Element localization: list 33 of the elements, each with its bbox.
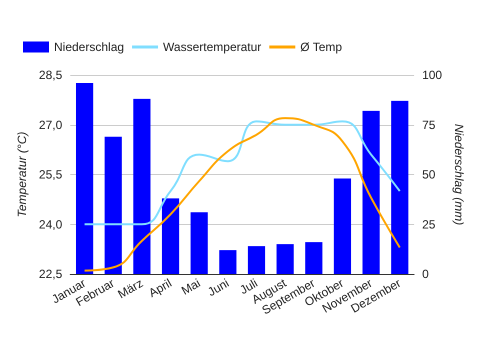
y-tick-label: 25,5 (38, 168, 63, 182)
x-tick-label: März (115, 276, 146, 302)
bar (334, 178, 352, 274)
bar (162, 198, 180, 274)
bar (219, 250, 236, 274)
line-series (84, 117, 401, 272)
y2-tick-label: 0 (422, 267, 430, 281)
legend-label: Ø Temp (300, 40, 342, 54)
legend-label: Niederschlag (54, 40, 124, 54)
x-tick-label: April (146, 276, 174, 300)
bar (76, 82, 94, 274)
bar (133, 98, 150, 274)
y-tick-label: 22,5 (38, 267, 63, 281)
y2-tick-label: 50 (422, 168, 436, 182)
x-tick-label: Mai (178, 276, 203, 298)
y-tick-label: 24,0 (38, 217, 63, 232)
bar (362, 110, 380, 274)
bar (391, 100, 408, 274)
y2-tick-label: 25 (422, 217, 436, 232)
bar (276, 244, 294, 274)
y2-axis-title: Niederschlag (mm) (452, 124, 466, 226)
y2-tick-label: 75 (422, 118, 436, 132)
legend-label: Wassertemperatur (163, 40, 262, 54)
y-tick-label: 27,0 (38, 118, 63, 132)
bar (104, 136, 122, 274)
bar (190, 212, 208, 274)
bar (305, 242, 322, 274)
y2-tick-label: 100 (422, 68, 442, 82)
bar (248, 246, 266, 274)
x-tick-label: Juni (205, 276, 232, 300)
line-series (84, 120, 401, 226)
y-tick-label: 28,5 (38, 68, 63, 82)
y-axis-title: Temperatur (°C) (15, 132, 29, 218)
